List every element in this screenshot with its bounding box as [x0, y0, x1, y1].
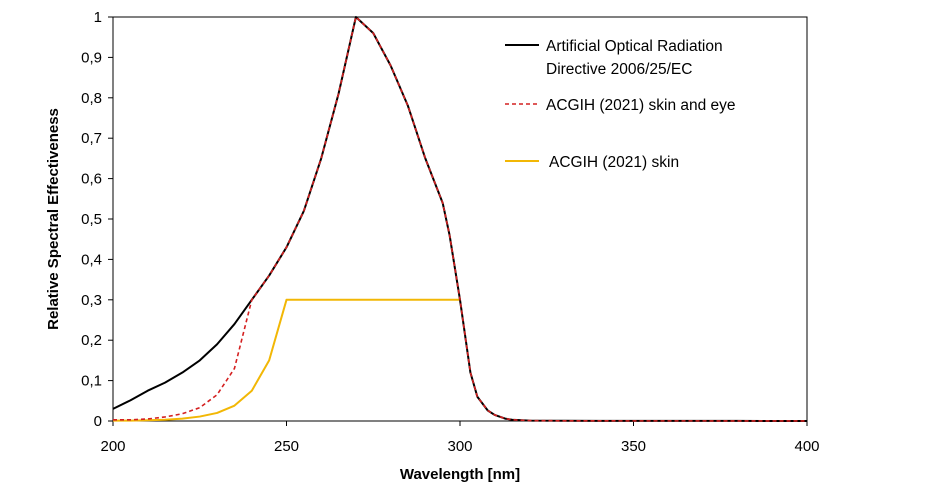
y-tick-label: 0,9: [81, 49, 102, 66]
series-line-acgih-skin-eye: [113, 16, 807, 422]
plot-border: [112, 16, 808, 422]
y-axis-title: Relative Spectral Effectiveness: [45, 108, 62, 330]
y-tick-labels: 0 0,1 0,2 0,3 0,4 0,5 0,6 0,7 0,8 0,9 1: [81, 9, 102, 430]
x-tick-labels: 200 250 300 350 400: [100, 438, 819, 455]
series-line-acgih-skin: [113, 298, 460, 422]
legend-label-directive-line2: Directive 2006/25/EC: [546, 61, 692, 78]
y-tick-label: 0,6: [81, 171, 102, 188]
plot-area: [112, 16, 808, 422]
x-axis-title: Wavelength [nm]: [400, 466, 520, 483]
x-tick-label: 300: [447, 438, 472, 455]
x-tick-label: 250: [274, 438, 299, 455]
x-tick-label: 350: [621, 438, 646, 455]
legend-label-skin: ACGIH (2021) skin: [549, 154, 679, 171]
tick-marks: [108, 16, 808, 426]
y-tick-label: 0,1: [81, 373, 102, 390]
y-tick-label: 1: [94, 9, 102, 26]
y-tick-label: 0,7: [81, 130, 102, 147]
series-line-directive: [112, 16, 807, 422]
y-tick-label: 0,3: [81, 292, 102, 309]
series-layer: [112, 16, 807, 422]
x-tick-label: 200: [100, 438, 125, 455]
y-tick-label: 0,4: [81, 251, 102, 268]
x-tick-label: 400: [794, 438, 819, 455]
y-tick-label: 0,2: [81, 332, 102, 349]
legend-label-directive-line1: Artificial Optical Radiation: [546, 38, 723, 55]
y-tick-label: 0,5: [81, 211, 102, 228]
legend: Artificial Optical Radiation Directive 2…: [505, 38, 736, 171]
y-tick-label: 0,8: [81, 90, 102, 107]
legend-label-skin-eye: ACGIH (2021) skin and eye: [546, 97, 736, 114]
y-tick-label: 0: [94, 413, 102, 430]
